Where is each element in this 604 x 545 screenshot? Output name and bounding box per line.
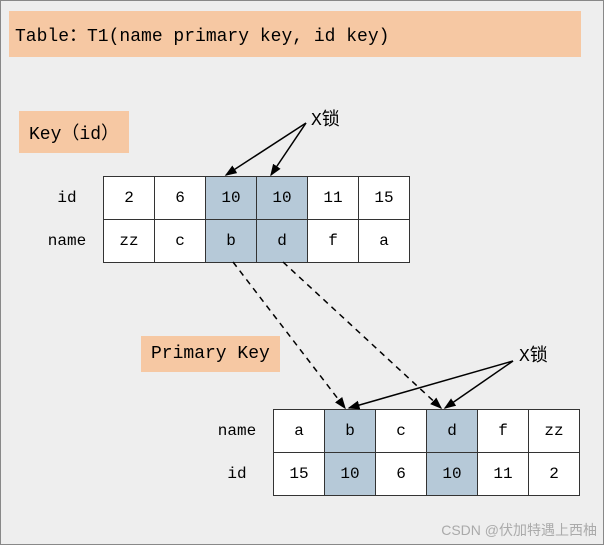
table-definition-title: Table：T1(name primary key, id key) — [9, 11, 581, 57]
row-header: name — [31, 220, 104, 263]
table-cell: 11 — [478, 453, 529, 496]
table-cell: 10 — [257, 177, 308, 220]
table-cell: 2 — [104, 177, 155, 220]
row-header: name — [201, 410, 274, 453]
table-cell: 2 — [529, 453, 580, 496]
table-cell: b — [206, 220, 257, 263]
primary-key-table: nameabcdfzzid1510610112 — [201, 409, 580, 496]
x-lock-label-top: X锁 — [311, 105, 340, 131]
diagram-canvas: Table：T1(name primary key, id key) Key（i… — [0, 0, 604, 545]
table-cell: f — [308, 220, 359, 263]
row-header: id — [31, 177, 104, 220]
table-cell: c — [155, 220, 206, 263]
table-row: id1510610112 — [201, 453, 580, 496]
table-row: namezzcbdfa — [31, 220, 410, 263]
primary-key-label: Primary Key — [141, 336, 280, 372]
table-cell: a — [274, 410, 325, 453]
table-cell: b — [325, 410, 376, 453]
table-cell: 10 — [427, 453, 478, 496]
watermark-text: CSDN @伏加特遇上西柚 — [441, 520, 597, 540]
table-cell: 11 — [308, 177, 359, 220]
x-lock-label-bottom: X锁 — [519, 341, 548, 367]
table-cell: 6 — [376, 453, 427, 496]
table-cell: d — [257, 220, 308, 263]
table-cell: d — [427, 410, 478, 453]
table-cell: zz — [529, 410, 580, 453]
table-cell: zz — [104, 220, 155, 263]
table-cell: 6 — [155, 177, 206, 220]
table-cell: a — [359, 220, 410, 263]
table-cell: 10 — [325, 453, 376, 496]
key-id-label: Key（id） — [19, 111, 129, 153]
table-cell: f — [478, 410, 529, 453]
table-row: nameabcdfzz — [201, 410, 580, 453]
secondary-index-table: id2610101115namezzcbdfa — [31, 176, 410, 263]
table-cell: 15 — [359, 177, 410, 220]
row-header: id — [201, 453, 274, 496]
table-cell: 15 — [274, 453, 325, 496]
table-cell: 10 — [206, 177, 257, 220]
table-row: id2610101115 — [31, 177, 410, 220]
table-cell: c — [376, 410, 427, 453]
